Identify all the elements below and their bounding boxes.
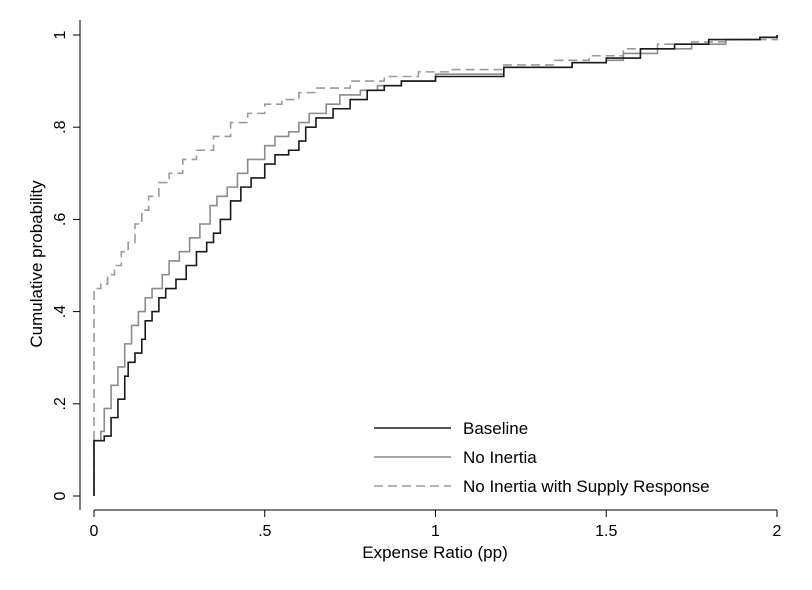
y-tick-label: .4 xyxy=(52,305,69,318)
series-layer xyxy=(93,35,778,496)
x-tick-label: 1.5 xyxy=(595,523,617,540)
x-tick-label: 0 xyxy=(90,523,99,540)
series-line-2 xyxy=(93,35,778,496)
y-axis-title: Cumulative probability xyxy=(27,180,46,348)
legend-label-1: No Inertia xyxy=(463,448,537,467)
legend-label-0: Baseline xyxy=(463,419,528,438)
y-tick-label: .8 xyxy=(52,120,69,133)
x-tick-label: 2 xyxy=(773,523,782,540)
y-tick-label: 0 xyxy=(52,491,69,500)
series-line-0 xyxy=(93,35,778,496)
x-tick-label: 1 xyxy=(431,523,440,540)
ticks: 0 .5 1 1.5 2 0 .2 .4 .6 .8 1 xyxy=(52,30,782,540)
legend: Baseline No Inertia No Inertia with Supply… xyxy=(374,419,710,496)
y-tick-label: .2 xyxy=(52,397,69,410)
axes xyxy=(79,20,777,511)
x-tick-label: .5 xyxy=(258,523,271,540)
x-axis-title: Expense Ratio (pp) xyxy=(362,543,508,562)
y-tick-label: .6 xyxy=(52,213,69,226)
y-tick-label: 1 xyxy=(52,30,69,39)
legend-label-2: No Inertia with Supply Response xyxy=(463,477,710,496)
